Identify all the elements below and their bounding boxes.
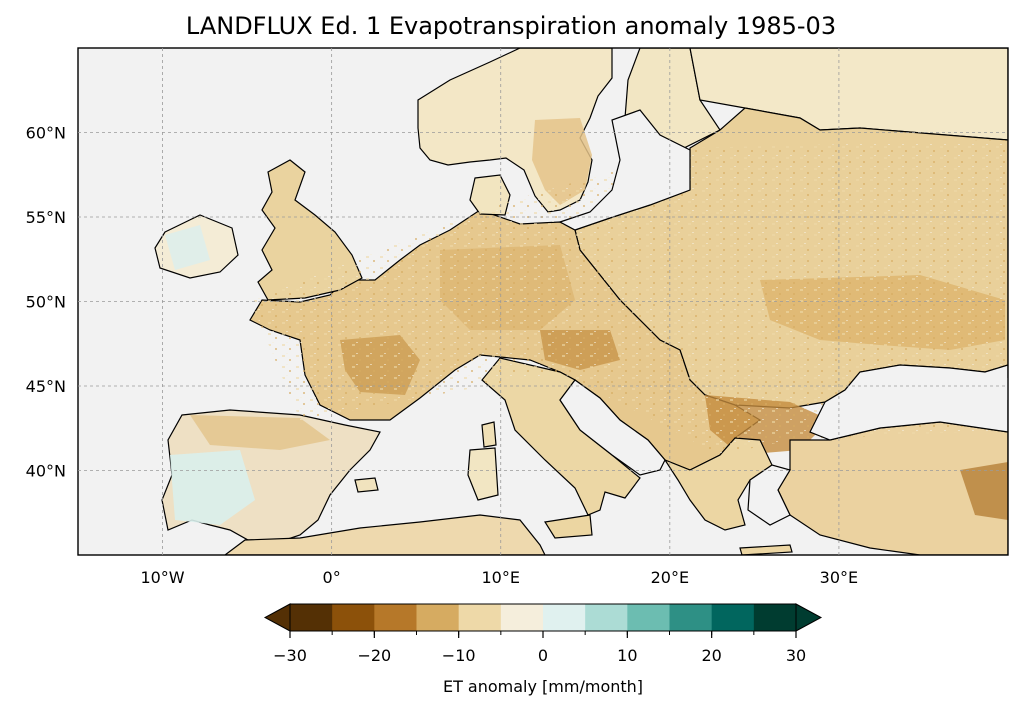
- colorbar-tick-label: 10: [617, 646, 637, 665]
- lon-tick-label: 0°: [323, 568, 341, 587]
- sea-caspian-edge: [960, 378, 1008, 400]
- land-sicily: [544, 514, 593, 539]
- colorbar-segment-4: [458, 604, 502, 631]
- sea-black: [809, 364, 1008, 441]
- colorbar-segment-11: [753, 604, 797, 631]
- lat-tick-label: 50°N: [26, 293, 66, 312]
- lat-tick-label: 45°N: [26, 377, 66, 396]
- anom-ireland: [165, 225, 210, 270]
- colorbar-tick-label: 0: [538, 646, 548, 665]
- land-north-africa: [224, 514, 546, 555]
- colorbar-segment-8: [627, 604, 670, 631]
- land-layer: [154, 48, 1008, 555]
- colorbar-extend-under: [263, 603, 291, 632]
- colorbar-tick-label: −20: [357, 646, 391, 665]
- anom-iberia-west: [170, 450, 255, 525]
- colorbar-tick-label: −30: [273, 646, 307, 665]
- colorbar-tick-label: −10: [442, 646, 476, 665]
- colorbar-segment-6: [543, 604, 586, 631]
- longitude-ticks: 10°W 0° 10°E 20°E 30°E: [140, 568, 858, 587]
- latitude-ticks: 40°N 45°N 50°N 55°N 60°N: [26, 124, 66, 481]
- colorbar-segment-3: [416, 604, 460, 631]
- colorbar-tick-label: 30: [786, 646, 806, 665]
- colorbar-segment-9: [669, 604, 713, 631]
- lon-tick-label: 10°E: [481, 568, 519, 587]
- land-crete: [739, 544, 793, 555]
- land-texture: [250, 140, 1008, 455]
- colorbar: [263, 603, 823, 632]
- sea-aegean: [747, 464, 791, 526]
- colorbar-segment-7: [585, 604, 628, 631]
- land-balearics: [354, 477, 379, 493]
- colorbar-segment-10: [711, 604, 755, 631]
- lat-tick-label: 60°N: [26, 124, 66, 143]
- colorbar-extend-over: [795, 603, 823, 632]
- colorbar-label: ET anomaly [mm/month]: [443, 677, 643, 696]
- sea-adriatic: [559, 379, 666, 476]
- colorbar-segment-0: [290, 604, 333, 631]
- anom-iberia-north: [190, 415, 330, 450]
- land-corsica: [481, 421, 497, 448]
- colorbar-segment-5: [500, 604, 544, 631]
- colorbar-segment-1: [332, 604, 375, 631]
- map-title: LANDFLUX Ed. 1 Evapotranspiration anomal…: [185, 12, 837, 40]
- anom-turkey-east: [960, 462, 1008, 520]
- gridlines: [78, 48, 1008, 555]
- lon-tick-label: 10°W: [140, 568, 184, 587]
- lon-tick-label: 30°E: [820, 568, 858, 587]
- sea-baltic: [558, 109, 691, 231]
- colorbar-ticks: −30 −20 −10 0 10 20 30: [273, 631, 806, 665]
- lat-tick-label: 40°N: [26, 462, 66, 481]
- lat-tick-label: 55°N: [26, 208, 66, 227]
- colorbar-segment-2: [374, 604, 417, 631]
- colorbar-tick-label: 20: [701, 646, 721, 665]
- lon-tick-label: 20°E: [651, 568, 689, 587]
